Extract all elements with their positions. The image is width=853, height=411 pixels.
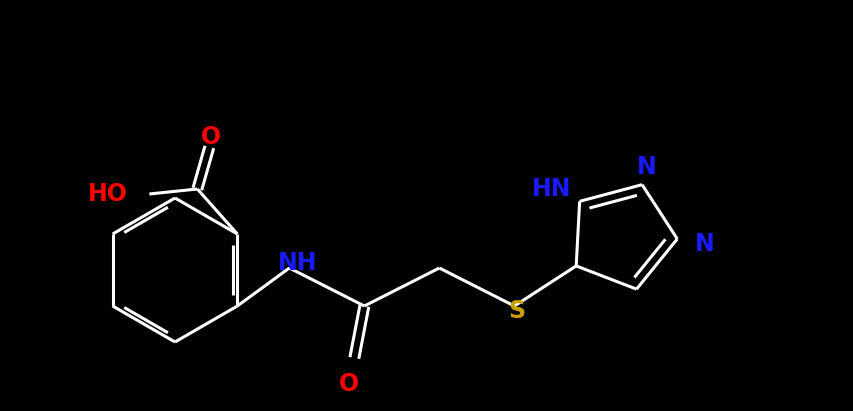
Text: HO: HO [87,182,127,206]
Text: N: N [636,155,656,179]
Text: N: N [694,232,714,256]
Text: O: O [201,125,221,149]
Text: NH: NH [277,251,316,275]
Text: O: O [339,372,359,396]
Text: HN: HN [531,178,571,201]
Text: S: S [508,299,525,323]
